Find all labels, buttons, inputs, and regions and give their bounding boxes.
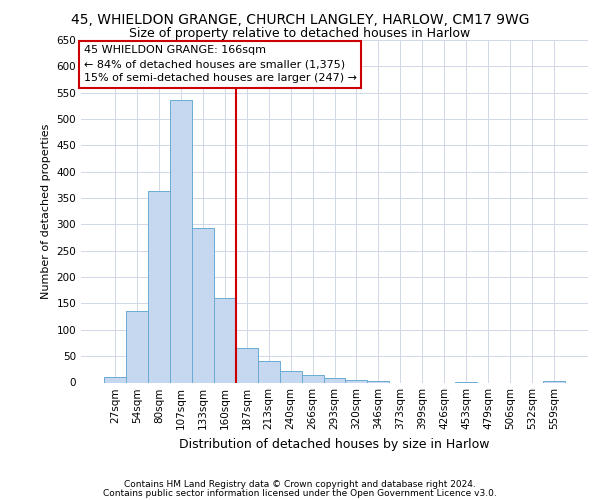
- Text: Size of property relative to detached houses in Harlow: Size of property relative to detached ho…: [130, 28, 470, 40]
- Y-axis label: Number of detached properties: Number of detached properties: [41, 124, 51, 299]
- Bar: [170, 100, 192, 383]
- Bar: [148, 191, 170, 382]
- Bar: [280, 371, 302, 382]
- Bar: [236, 348, 257, 382]
- Bar: [214, 298, 236, 382]
- X-axis label: Distribution of detached houses by size in Harlow: Distribution of detached houses by size …: [179, 438, 490, 451]
- Text: Contains HM Land Registry data © Crown copyright and database right 2024.: Contains HM Land Registry data © Crown c…: [124, 480, 476, 489]
- Bar: [257, 362, 280, 382]
- Bar: [126, 312, 148, 382]
- Text: Contains public sector information licensed under the Open Government Licence v3: Contains public sector information licen…: [103, 489, 497, 498]
- Bar: [192, 228, 214, 382]
- Text: 45, WHIELDON GRANGE, CHURCH LANGLEY, HARLOW, CM17 9WG: 45, WHIELDON GRANGE, CHURCH LANGLEY, HAR…: [71, 12, 529, 26]
- Bar: [346, 380, 367, 382]
- Bar: [302, 375, 323, 382]
- Text: 45 WHIELDON GRANGE: 166sqm
← 84% of detached houses are smaller (1,375)
15% of s: 45 WHIELDON GRANGE: 166sqm ← 84% of deta…: [83, 45, 356, 83]
- Bar: [104, 377, 126, 382]
- Bar: [323, 378, 346, 382]
